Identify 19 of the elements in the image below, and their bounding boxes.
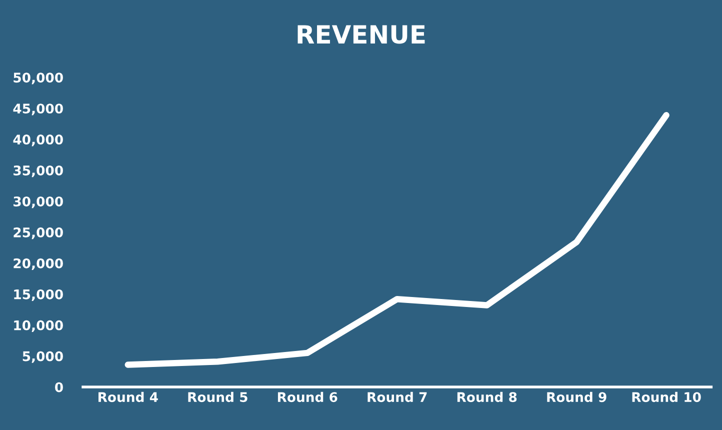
- x-tick-label: Round 9: [547, 392, 606, 402]
- y-tick-label: 0: [55, 382, 63, 392]
- y-tick-label: 45,000: [13, 104, 63, 116]
- x-tick-label: Round 10: [632, 392, 701, 402]
- y-tick-label: 40,000: [13, 134, 63, 146]
- y-tick-label: 30,000: [14, 196, 63, 208]
- y-tick-label: 5,000: [22, 351, 63, 363]
- chart-title: REVENUE: [298, 25, 425, 44]
- y-tick-label: 25,000: [14, 227, 63, 240]
- x-tick-label: Round 6: [278, 392, 338, 402]
- y-tick-label: 50,000: [14, 72, 63, 84]
- y-tick-label: 10,000: [14, 320, 63, 332]
- y-tick-label: 35,000: [14, 166, 63, 178]
- y-tick-label: 15,000: [14, 289, 63, 302]
- x-tick-label: Round 4: [98, 392, 158, 402]
- y-tick-label: 20,000: [14, 258, 63, 270]
- x-tick-label: Round 5: [188, 392, 248, 402]
- x-tick-label: Round 8: [457, 392, 517, 402]
- x-tick-label: Round 7: [368, 392, 427, 402]
